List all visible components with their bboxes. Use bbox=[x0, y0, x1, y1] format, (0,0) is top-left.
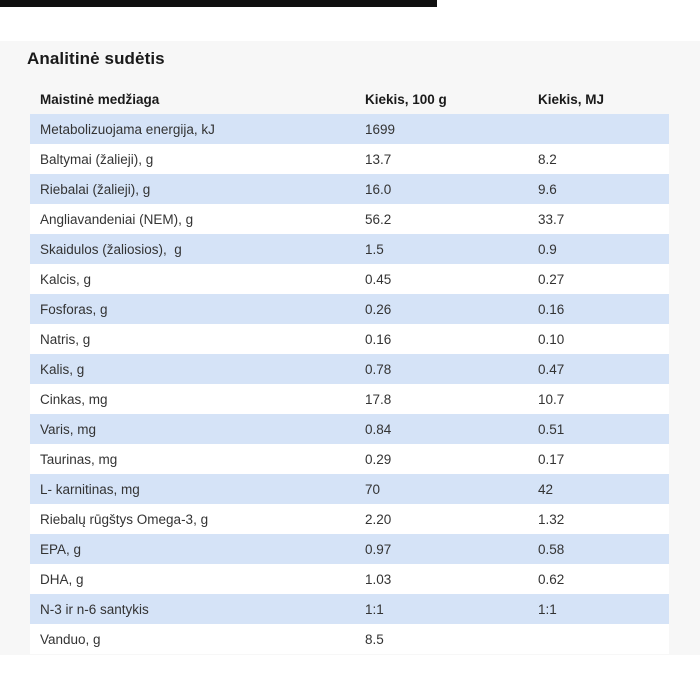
amount-100g-cell: 17.8 bbox=[365, 391, 392, 407]
amount-100g-cell: 16.0 bbox=[365, 181, 392, 197]
amount-mj-cell: 8.2 bbox=[538, 151, 557, 167]
nutrient-name-cell: Baltymai (žalieji), g bbox=[40, 151, 154, 167]
amount-100g-cell: 1.5 bbox=[365, 241, 384, 257]
top-bar-fragment bbox=[0, 0, 437, 7]
amount-mj-cell: 42 bbox=[538, 481, 554, 497]
amount-mj-cell: 33.7 bbox=[538, 211, 565, 227]
amount-100g-cell: 0.45 bbox=[365, 271, 392, 287]
amount-100g-cell: 0.26 bbox=[365, 301, 392, 317]
table-row: Angliavandeniai (NEM), g 56.2 33.7 bbox=[30, 204, 669, 234]
table-row: Skaidulos (žaliosios), g 1.5 0.9 bbox=[30, 234, 669, 264]
amount-100g-cell: 1699 bbox=[365, 121, 396, 137]
table-row: Vanduo, g 8.5 bbox=[30, 624, 669, 654]
amount-100g-cell: 56.2 bbox=[365, 211, 392, 227]
column-header-amount-100g: Kiekis, 100 g bbox=[365, 92, 447, 107]
table-row: L- karnitinas, mg 70 42 bbox=[30, 474, 669, 504]
amount-100g-cell: 0.29 bbox=[365, 451, 392, 467]
amount-mj-cell: 0.17 bbox=[538, 451, 565, 467]
table-row: Riebalų rūgštys Omega-3, g 2.20 1.32 bbox=[30, 504, 669, 534]
nutrient-name-cell: DHA, g bbox=[40, 571, 84, 587]
table-row: Kalcis, g 0.45 0.27 bbox=[30, 264, 669, 294]
nutrient-name-cell: Metabolizuojama energija, kJ bbox=[40, 121, 215, 137]
amount-100g-cell: 2.20 bbox=[365, 511, 392, 527]
nutrient-name-cell: Natris, g bbox=[40, 331, 91, 347]
column-header-nutrient: Maistinė medžiaga bbox=[40, 92, 160, 107]
amount-mj-cell: 0.9 bbox=[538, 241, 557, 257]
table-row: Riebalai (žalieji), g 16.0 9.6 bbox=[30, 174, 669, 204]
nutrient-name-cell: Riebalai (žalieji), g bbox=[40, 181, 151, 197]
table-row: Baltymai (žalieji), g 13.7 8.2 bbox=[30, 144, 669, 174]
nutrient-name-cell: L- karnitinas, mg bbox=[40, 481, 140, 497]
amount-100g-cell: 0.16 bbox=[365, 331, 392, 347]
nutrient-name-cell: Kalcis, g bbox=[40, 271, 92, 287]
table-row: DHA, g 1.03 0.62 bbox=[30, 564, 669, 594]
table-row: Fosforas, g 0.26 0.16 bbox=[30, 294, 669, 324]
nutrient-name-cell: N-3 ir n-6 santykis bbox=[40, 601, 149, 617]
nutrient-name-cell: Varis, mg bbox=[40, 421, 97, 437]
table-row: Kalis, g 0.78 0.47 bbox=[30, 354, 669, 384]
nutrient-name-cell: Kalis, g bbox=[40, 361, 85, 377]
analytical-composition-section: Analitinė sudėtis Maistinė medžiaga Kiek… bbox=[0, 41, 700, 655]
amount-mj-cell: 0.10 bbox=[538, 331, 565, 347]
amount-mj-cell: 0.47 bbox=[538, 361, 565, 377]
amount-mj-cell: 0.27 bbox=[538, 271, 565, 287]
amount-mj-cell: 0.16 bbox=[538, 301, 565, 317]
table-row: Varis, mg 0.84 0.51 bbox=[30, 414, 669, 444]
nutrient-name-cell: Cinkas, mg bbox=[40, 391, 108, 407]
amount-100g-cell: 0.84 bbox=[365, 421, 392, 437]
nutrient-name-cell: Angliavandeniai (NEM), g bbox=[40, 211, 194, 227]
nutrient-name-cell: EPA, g bbox=[40, 541, 82, 557]
table-row: Taurinas, mg 0.29 0.17 bbox=[30, 444, 669, 474]
amount-100g-cell: 13.7 bbox=[365, 151, 392, 167]
nutrient-name-cell: Riebalų rūgštys Omega-3, g bbox=[40, 511, 209, 527]
nutrient-name-cell: Fosforas, g bbox=[40, 301, 108, 317]
amount-100g-cell: 0.97 bbox=[365, 541, 392, 557]
amount-100g-cell: 0.78 bbox=[365, 361, 392, 377]
amount-mj-cell: 0.62 bbox=[538, 571, 565, 587]
amount-100g-cell: 8.5 bbox=[365, 631, 384, 647]
table-row: Metabolizuojama energija, kJ 1699 bbox=[30, 114, 669, 144]
table-body: Metabolizuojama energija, kJ 1699 Baltym… bbox=[30, 114, 669, 654]
table-header-row: Maistinė medžiaga Kiekis, 100 g Kiekis, … bbox=[30, 85, 669, 114]
table-row: EPA, g 0.97 0.58 bbox=[30, 534, 669, 564]
amount-mj-cell: 0.51 bbox=[538, 421, 565, 437]
amount-mj-cell: 9.6 bbox=[538, 181, 557, 197]
amount-mj-cell: 1.32 bbox=[538, 511, 565, 527]
section-title: Analitinė sudėtis bbox=[27, 49, 165, 68]
amount-100g-cell: 1:1 bbox=[365, 601, 384, 617]
nutrient-name-cell: Vanduo, g bbox=[40, 631, 101, 647]
table-row: N-3 ir n-6 santykis 1:1 1:1 bbox=[30, 594, 669, 624]
amount-mj-cell: 0.58 bbox=[538, 541, 565, 557]
table-row: Natris, g 0.16 0.10 bbox=[30, 324, 669, 354]
nutrition-table: Maistinė medžiaga Kiekis, 100 g Kiekis, … bbox=[30, 85, 669, 654]
column-header-amount-mj: Kiekis, MJ bbox=[538, 92, 605, 107]
amount-mj-cell: 10.7 bbox=[538, 391, 565, 407]
table-row: Cinkas, mg 17.8 10.7 bbox=[30, 384, 669, 414]
amount-100g-cell: 1.03 bbox=[365, 571, 392, 587]
nutrient-name-cell: Taurinas, mg bbox=[40, 451, 118, 467]
nutrient-name-cell: Skaidulos (žaliosios), g bbox=[40, 241, 182, 257]
amount-100g-cell: 70 bbox=[365, 481, 381, 497]
amount-mj-cell: 1:1 bbox=[538, 601, 557, 617]
